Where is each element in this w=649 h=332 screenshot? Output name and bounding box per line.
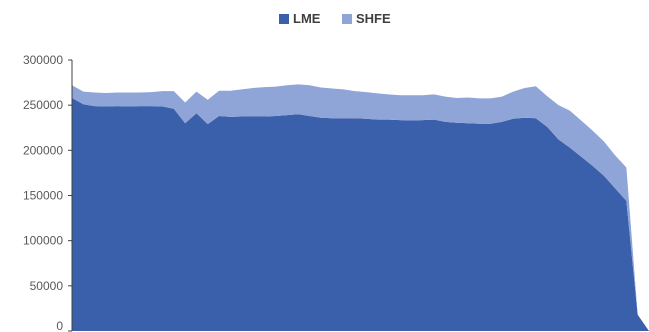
y-tick-label: 300000	[23, 53, 63, 67]
y-tick-label: 150000	[23, 189, 63, 203]
legend-label-shfe: SHFE	[356, 11, 391, 26]
y-tick-label: 200000	[23, 143, 63, 157]
legend-swatch-shfe	[342, 14, 352, 24]
area-series-lme	[72, 97, 649, 331]
y-axis: 0 50000 100000 150000 200000 250000 300000	[23, 53, 73, 332]
y-tick-label: 0	[56, 319, 63, 332]
y-tick-label: 250000	[23, 98, 63, 112]
legend-swatch-lme	[279, 14, 289, 24]
legend-label-lme: LME	[293, 11, 321, 26]
y-tick-label: 50000	[30, 279, 64, 293]
y-tick-label: 100000	[23, 234, 63, 248]
plot-areas	[72, 84, 649, 331]
legend: LME SHFE	[279, 11, 391, 26]
